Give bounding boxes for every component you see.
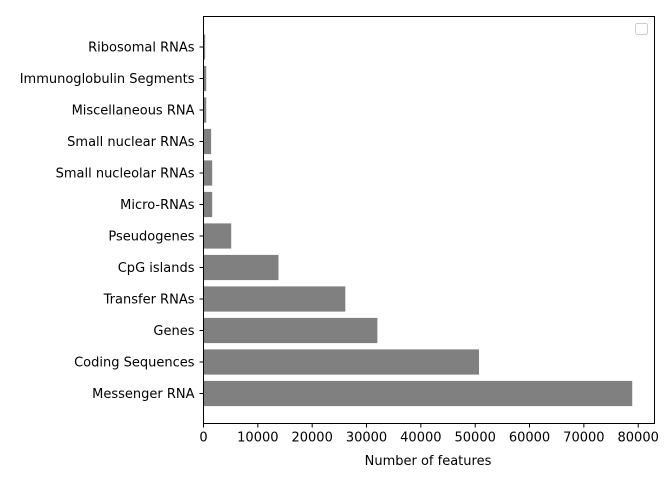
x-tick-label: 20000: [291, 431, 332, 446]
y-tick-label: CpG islands: [118, 261, 195, 276]
y-tick-label: Pseudogenes: [108, 230, 194, 245]
bar-messenger-rna: [203, 380, 633, 407]
y-tick-label: Genes: [153, 324, 194, 339]
x-tick-label: 80000: [618, 431, 659, 446]
bar-miscellaneous-rna: [203, 97, 207, 123]
y-axis-ticks: Messenger RNA Coding Sequences Genes Transf…: [20, 41, 204, 402]
bar-small-nucleolar-rnas: [203, 160, 213, 186]
y-tick-label: Small nucleolar RNAs: [56, 167, 195, 182]
bars-group: [203, 34, 633, 407]
y-tick-label: Micro-RNAs: [120, 198, 195, 213]
legend-box: [635, 23, 648, 35]
bar-pseudogenes: [203, 223, 232, 249]
x-tick-label: 70000: [563, 431, 604, 446]
y-tick-label: Immunoglobulin Segments: [20, 72, 195, 87]
x-tick-label: 40000: [400, 431, 441, 446]
x-axis-label: Number of features: [365, 454, 492, 469]
bar-genes: [203, 317, 378, 344]
x-tick-label: 10000: [237, 431, 278, 446]
y-tick-label: Messenger RNA: [92, 387, 194, 402]
bar-immunoglobulin-segments: [203, 65, 207, 92]
bar-coding-sequences: [203, 349, 479, 375]
x-tick-label: 60000: [509, 431, 550, 446]
bar-cpg-islands: [203, 254, 279, 281]
x-tick-label: 0: [199, 431, 207, 446]
bar-micro-rnas: [203, 191, 213, 218]
y-tick-label: Ribosomal RNAs: [88, 41, 195, 56]
y-tick-label: Small nuclear RNAs: [67, 135, 195, 150]
x-axis-ticks: 0 10000 20000 30000 40000 50000 60000 70000 8000…: [199, 423, 659, 446]
y-tick-label: Miscellaneous RNA: [72, 104, 195, 119]
y-tick-label: Transfer RNAs: [103, 293, 195, 308]
y-tick-label: Coding Sequences: [74, 356, 195, 371]
x-tick-label: 30000: [346, 431, 387, 446]
plot-frame: [203, 16, 655, 424]
x-tick-label: 50000: [455, 431, 496, 446]
bar-small-nuclear-rnas: [203, 128, 212, 155]
bar-ribosomal-rnas: [203, 34, 206, 60]
bar-transfer-rnas: [203, 286, 346, 312]
